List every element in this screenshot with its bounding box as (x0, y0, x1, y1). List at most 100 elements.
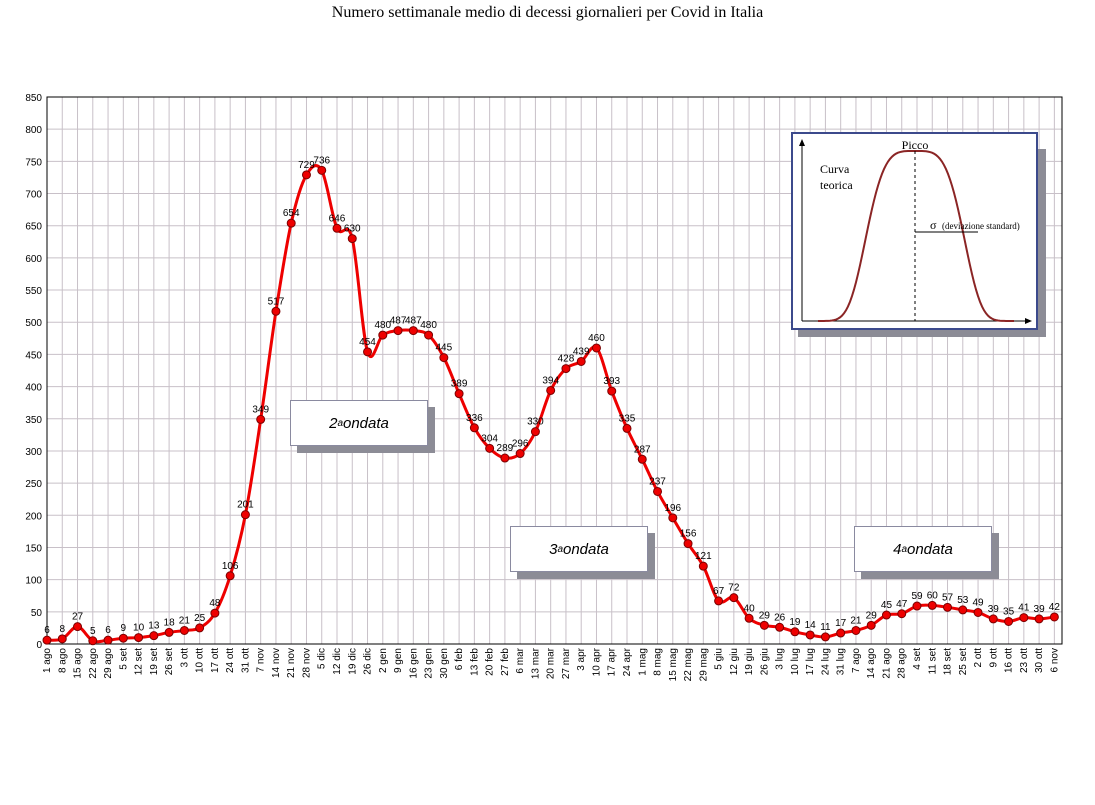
peak-label: Picco (902, 138, 929, 152)
x-tick-label: 17 apr (607, 647, 618, 676)
x-tick-label: 21 nov (286, 648, 297, 678)
data-label: 304 (481, 433, 498, 444)
x-tick-label: 20 feb (485, 648, 496, 676)
data-point (57, 634, 67, 644)
chart-title: Numero settimanale medio di decessi gior… (331, 4, 764, 21)
x-tick-label: 29 mag (698, 648, 709, 681)
x-tick-label: 13 feb (469, 648, 480, 676)
data-label: 72 (728, 583, 740, 594)
data-point (378, 330, 388, 340)
x-tick-label: 10 apr (591, 647, 602, 676)
y-tick-label: 750 (25, 157, 42, 168)
x-tick-label: 5 set (118, 648, 129, 670)
data-point (485, 443, 495, 453)
x-tick-label: 1 ago (42, 648, 53, 673)
data-point (530, 427, 540, 437)
data-point (210, 608, 220, 618)
data-point (698, 561, 708, 571)
data-label: 8 (59, 624, 65, 635)
x-tick-label: 28 nov (301, 648, 312, 678)
x-tick-label: 22 ago (88, 648, 99, 679)
data-point (317, 165, 327, 175)
data-point (195, 623, 205, 633)
data-label: 26 (774, 612, 786, 623)
x-tick-label: 17 ott (210, 648, 221, 673)
data-point (1004, 616, 1014, 626)
data-label: 9 (121, 623, 127, 634)
data-label: 39 (1034, 604, 1046, 615)
inset-x-arrow (1025, 318, 1032, 324)
y-tick-label: 250 (25, 479, 42, 490)
data-point (1049, 612, 1059, 622)
data-point (271, 306, 281, 316)
x-tick-label: 11 set (927, 648, 938, 675)
data-label: 106 (222, 561, 239, 572)
x-tick-label: 31 ott (240, 648, 251, 673)
data-label: 40 (744, 603, 756, 614)
data-label: 48 (209, 598, 221, 609)
data-label: 6 (44, 625, 50, 636)
data-point (408, 326, 418, 336)
x-tick-label: 3 lug (775, 648, 786, 670)
data-point (683, 539, 693, 549)
curve-label-line2: teorica (820, 178, 853, 192)
data-point (301, 170, 311, 180)
x-tick-label: 22 mag (683, 648, 694, 681)
x-axis: 1 ago 8 ago 15 ago 22 ago 29 ago 5 set 12 set 1… (42, 647, 1060, 681)
data-point (88, 636, 98, 646)
data-point (943, 602, 953, 612)
data-point (668, 513, 678, 523)
x-tick-label: 7 ago (851, 648, 862, 673)
data-point (149, 631, 159, 641)
data-label: 11 (820, 622, 831, 633)
data-label: 121 (695, 551, 712, 562)
data-label: 517 (268, 296, 285, 307)
x-tick-label: 8 ago (57, 648, 68, 673)
wave-3-number: 3 (549, 540, 558, 558)
data-point (775, 622, 785, 632)
data-point (729, 593, 739, 603)
data-point (973, 607, 983, 617)
data-label: 49 (972, 597, 984, 608)
y-tick-label: 300 (25, 447, 42, 458)
y-tick-label: 200 (25, 511, 42, 522)
data-label: 14 (805, 620, 817, 631)
x-tick-label: 28 ago (897, 648, 908, 679)
data-label: 296 (512, 439, 529, 450)
data-point (912, 601, 922, 611)
data-point (515, 449, 525, 459)
data-label: 439 (573, 346, 590, 357)
x-tick-label: 19 dic (347, 648, 358, 675)
data-point (347, 234, 357, 244)
data-label: 59 (911, 591, 923, 602)
data-label: 630 (344, 224, 361, 235)
data-label: 29 (759, 610, 771, 621)
x-tick-label: 16 ott (1004, 648, 1015, 673)
data-point (73, 622, 83, 632)
y-tick-label: 600 (25, 254, 42, 265)
data-label: 35 (1003, 606, 1015, 617)
data-label: 67 (713, 586, 725, 597)
x-tick-label: 9 ott (988, 648, 999, 668)
data-point (851, 625, 861, 635)
wave-3-sup: a (557, 543, 563, 555)
y-tick-label: 450 (25, 350, 42, 361)
data-point (393, 326, 403, 336)
wave-4-sup: a (901, 543, 907, 555)
data-point (1019, 613, 1029, 623)
data-label: 25 (194, 613, 206, 624)
y-tick-label: 50 (31, 608, 43, 619)
x-tick-label: 1 mag (637, 648, 648, 676)
y-tick-label: 850 (25, 93, 42, 104)
x-tick-label: 30 gen (439, 648, 450, 679)
x-tick-label: 17 lug (805, 648, 816, 675)
data-point (179, 625, 189, 635)
x-tick-label: 24 lug (820, 648, 831, 675)
x-tick-label: 13 mar (530, 647, 541, 679)
data-label: 27 (72, 612, 84, 623)
data-point (866, 620, 876, 630)
sigma-label: (deviazione standard) (942, 221, 1020, 231)
data-label: 47 (896, 599, 908, 610)
